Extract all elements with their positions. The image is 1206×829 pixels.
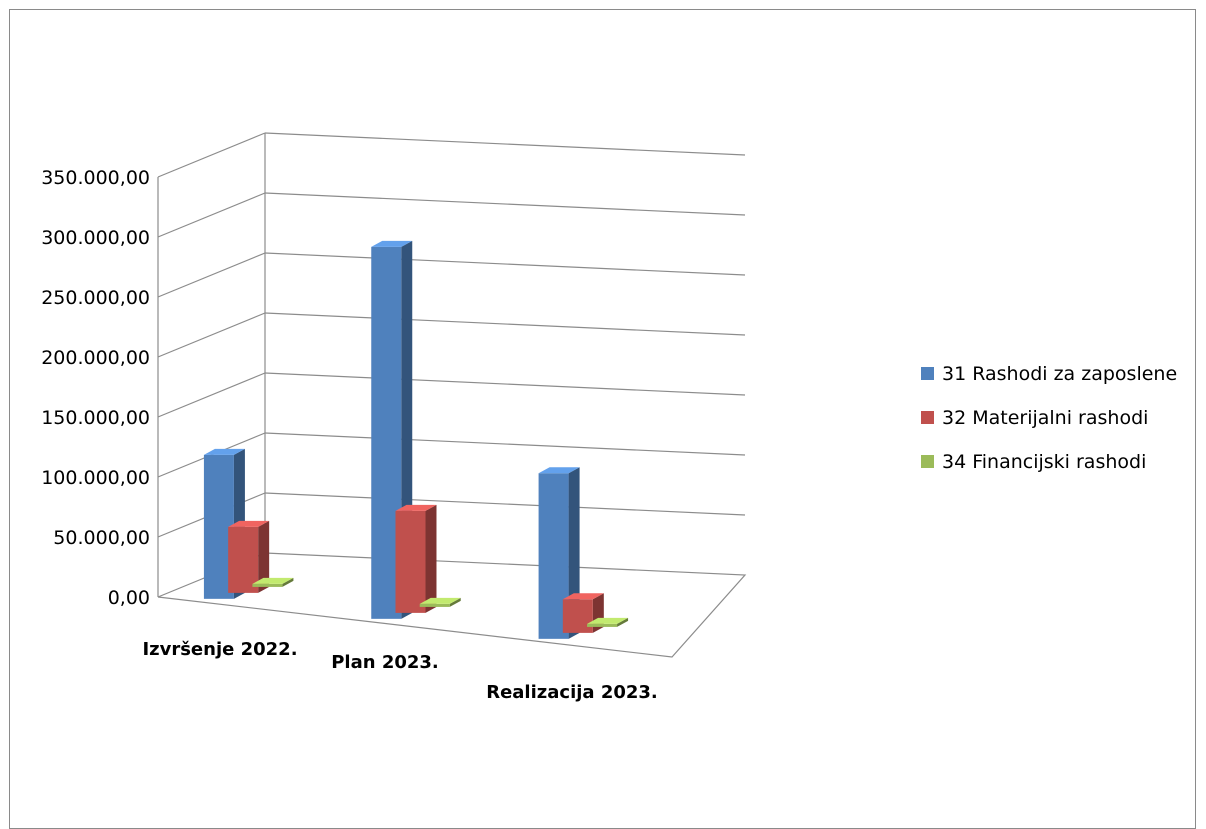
gridline-side [157, 312, 266, 358]
bar-side [449, 597, 461, 607]
bars [203, 240, 629, 639]
x-category-label: Realizacija 2023. [486, 682, 658, 703]
y-tick-label: 100.000,00 [41, 467, 150, 489]
legend-swatch [921, 411, 934, 424]
gridline [264, 492, 746, 516]
bar-front [587, 623, 618, 627]
gridline-side [157, 132, 266, 178]
bar-top [371, 240, 413, 247]
gridline [264, 312, 746, 336]
bar [538, 467, 580, 639]
bar-side [282, 577, 294, 587]
x-axis-category-labels: Izvršenje 2022. Plan 2023. Realizacija 202… [142, 639, 657, 703]
bar [252, 577, 294, 587]
bar-top [228, 520, 270, 527]
x-category-label: Plan 2023. [331, 652, 439, 673]
bar-top [203, 448, 245, 455]
bar [587, 617, 629, 627]
legend-label: 34 Financijski rashodi [942, 451, 1146, 473]
gridline [264, 372, 746, 396]
bar-top [587, 617, 629, 624]
bar-front [562, 599, 593, 633]
gridlines [157, 132, 746, 538]
bar [395, 504, 437, 613]
gridline-side [157, 192, 266, 238]
bar [228, 520, 270, 593]
bar-top [562, 593, 604, 600]
bar-front [419, 603, 450, 607]
y-tick-label: 250.000,00 [41, 287, 150, 309]
x-category-label: Izvršenje 2022. [142, 639, 297, 660]
bar-front [228, 526, 259, 593]
gridline [264, 432, 746, 456]
floor [157, 552, 747, 658]
gridline [264, 132, 746, 156]
bar-top [395, 504, 437, 511]
legend-label: 31 Rashodi za zaposlene [942, 363, 1177, 385]
gridline-side [157, 252, 266, 298]
bar [419, 597, 461, 607]
y-tick-label: 150.000,00 [41, 407, 150, 429]
y-axis-tick-labels: 0,00 50.000,00 100.000,00 150.000,00 200.000… [41, 167, 150, 609]
legend-swatch [921, 455, 934, 468]
gridline-side [157, 372, 266, 418]
y-tick-label: 350.000,00 [41, 167, 150, 189]
bar-top [538, 467, 580, 474]
chart-area [9, 9, 1196, 829]
bar-front [252, 583, 283, 587]
bar-top [419, 597, 461, 604]
legend: 31 Rashodi za zaposlene 32 Materijalni ra… [921, 363, 1177, 473]
bar-side [425, 504, 437, 613]
legend-label: 32 Materijalni rashodi [942, 407, 1148, 429]
bar-side [617, 617, 629, 627]
gridline [264, 252, 746, 276]
y-tick-label: 0,00 [108, 587, 150, 609]
y-tick-label: 200.000,00 [41, 347, 150, 369]
y-tick-label: 50.000,00 [53, 527, 150, 549]
bar-side [258, 520, 270, 593]
y-tick-label: 300.000,00 [41, 227, 150, 249]
bar-front [395, 510, 426, 613]
gridline [264, 192, 746, 216]
legend-swatch [921, 367, 934, 380]
bar-top [252, 577, 294, 584]
bar [562, 593, 604, 633]
bar-side [592, 593, 604, 633]
